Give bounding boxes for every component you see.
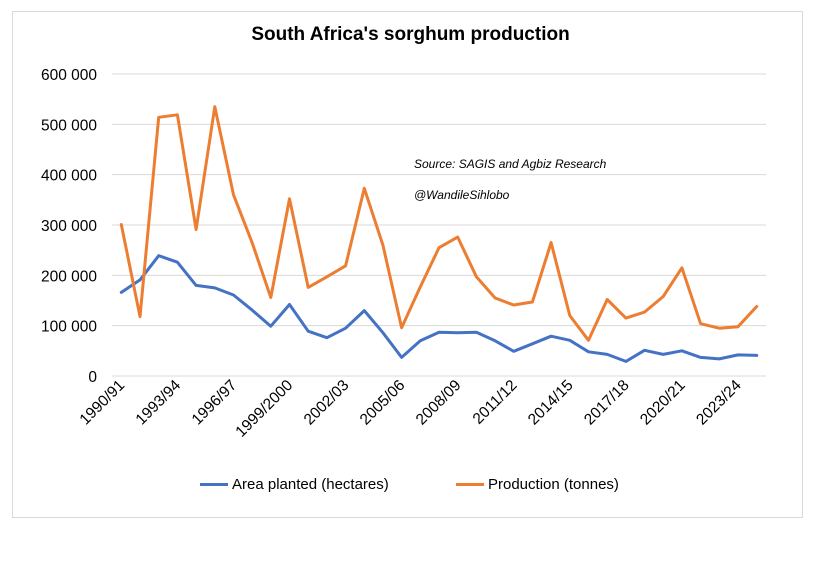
y-tick-label: 300 000: [41, 218, 97, 235]
x-tick-label: 2005/06: [357, 377, 409, 429]
series-line-production: [119, 105, 759, 342]
legend-item-area: Area planted (hectares): [200, 476, 389, 493]
annotation-handle: @WandileSihlobo: [414, 188, 510, 202]
chart-title: South Africa's sorghum production: [251, 24, 570, 45]
chart-legend: Area planted (hectares) Production (tonn…: [0, 476, 821, 498]
annotation-source: Source: SAGIS and Agbiz Research: [414, 157, 607, 171]
legend-line-area: [200, 483, 228, 486]
legend-label-area: Area planted (hectares): [232, 476, 389, 493]
y-tick-label: 0: [88, 369, 97, 386]
y-tick-label: 400 000: [41, 168, 97, 185]
y-tick-label: 200 000: [41, 268, 97, 285]
x-tick-label: 1999/2000: [233, 377, 297, 441]
x-tick-label: 2011/12: [470, 377, 521, 428]
x-tick-label: 2014/15: [525, 377, 577, 429]
legend-item-production: Production (tonnes): [456, 476, 619, 493]
x-tick-label: 1993/94: [133, 377, 185, 429]
y-tick-label: 600 000: [41, 67, 97, 84]
x-tick-label: 1990/91: [77, 377, 129, 429]
x-tick-label: 1996/97: [189, 377, 241, 429]
legend-label-production: Production (tonnes): [488, 476, 619, 493]
x-tick-label: 2002/03: [301, 377, 353, 429]
x-tick-label: 2017/18: [581, 377, 633, 429]
x-tick-label: 2020/21: [637, 377, 689, 429]
y-tick-label: 100 000: [41, 319, 97, 336]
y-tick-label: 500 000: [41, 117, 97, 134]
series-line-area-planted: [119, 254, 759, 363]
x-tick-label: 2008/09: [413, 377, 465, 429]
x-tick-label: 2023/24: [693, 377, 745, 429]
legend-line-production: [456, 483, 484, 486]
